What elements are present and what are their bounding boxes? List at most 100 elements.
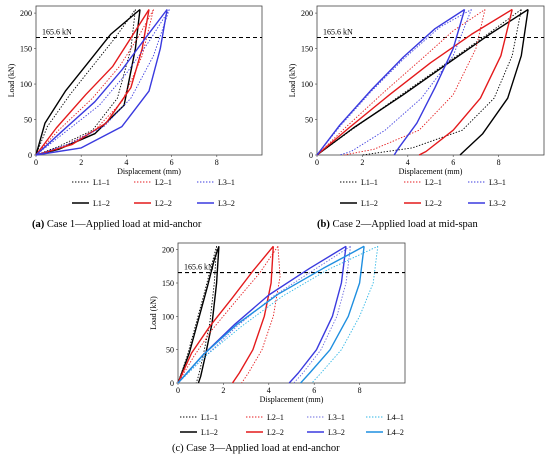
series-unload-curve: [35, 9, 150, 156]
y-tick-label: 50: [305, 116, 313, 125]
series-unload-curve: [241, 246, 281, 384]
series-L1–2: [316, 8, 529, 156]
series-L2–2: [177, 245, 274, 384]
legend-entry: L1–1: [201, 413, 218, 422]
x-tick-label: 6: [312, 386, 316, 395]
legend-entry: L1–2: [201, 428, 218, 437]
series-L1–1: [177, 246, 218, 384]
x-axis-label: Displacement (mm): [399, 167, 463, 176]
series-L2–1: [177, 246, 281, 384]
reference-line-label: 165.6 kN: [42, 28, 72, 37]
series-unload-curve: [35, 9, 168, 156]
reference-line-label: 165.6 kN: [323, 28, 353, 37]
y-tick-label: 150: [162, 279, 174, 288]
y-tick-label: 200: [162, 246, 174, 255]
series-load-curve: [35, 9, 136, 156]
series-unload-curve: [339, 9, 472, 156]
caption: (b) Case 2—Applied load at mid-span: [317, 219, 478, 230]
chart-panel-3: 0 50 100 150 200 0 2 4 6 8 Displacement (mm) Load (…: [149, 242, 406, 454]
series-L4–2: [177, 245, 365, 384]
series-unload-curve: [362, 9, 522, 156]
series-unload-curve: [35, 9, 136, 156]
series-L1–1: [316, 9, 522, 156]
x-tick-label: 4: [267, 386, 271, 395]
series-load-curve: [316, 9, 486, 156]
series-L1–2: [177, 246, 220, 384]
series-unload-curve: [288, 246, 347, 384]
series-unload-curve: [311, 246, 379, 384]
x-tick-label: 0: [315, 158, 319, 167]
plot-frame: [35, 5, 263, 156]
series-load-curve: [35, 8, 141, 156]
series-load-curve: [316, 8, 513, 156]
caption-text: Case 1—Applied load at mid-anchor: [44, 219, 202, 230]
series-load-curve: [35, 9, 154, 156]
series-load-curve: [177, 245, 274, 384]
series-L3–2: [316, 8, 466, 156]
legend-entry: L2–1: [155, 178, 172, 187]
series-load-curve: [177, 246, 220, 384]
legend-entry: L2–2: [267, 428, 284, 437]
legend-entry: L2–2: [155, 199, 172, 208]
y-tick-label: 100: [301, 80, 313, 89]
y-tick-label: 100: [20, 80, 32, 89]
series-unload-curve: [459, 9, 529, 156]
legend-entry: L3–1: [218, 178, 235, 187]
y-axis-label: Load (kN): [7, 63, 16, 97]
caption-text: Case 2—Applied load at mid-span: [330, 219, 479, 230]
caption: (c) Case 3—Applied load at end-anchor: [172, 443, 340, 454]
legend: L1–1 L2–1 L3–1 L1–2 L2–2 L3–2: [72, 178, 235, 208]
legend-entry: L2–1: [425, 178, 442, 187]
series-L2–2: [35, 9, 150, 156]
legend-entry: L3–1: [489, 178, 506, 187]
series-load-curve: [35, 9, 168, 156]
legend-entry: L1–2: [93, 199, 110, 208]
legend-entry: L4–2: [387, 428, 404, 437]
series-unload-curve: [393, 9, 466, 156]
series-L2–1: [316, 9, 486, 156]
series-unload-curve: [197, 246, 220, 384]
series-load-curve: [316, 8, 529, 156]
y-axis-label: Load (kN): [149, 296, 158, 330]
legend-entry: L2–1: [267, 413, 284, 422]
legend-entry: L1–2: [361, 199, 378, 208]
x-tick-label: 0: [34, 158, 38, 167]
series-L3–1: [316, 9, 472, 156]
y-tick-label: 200: [20, 9, 32, 18]
y-tick-label: 0: [309, 151, 313, 160]
series-load-curve: [35, 9, 150, 156]
y-tick-label: 0: [28, 151, 32, 160]
plot-frame: [316, 5, 545, 156]
series-L4–1: [177, 245, 379, 384]
x-tick-label: 4: [124, 158, 128, 167]
x-tick-label: 2: [221, 386, 225, 395]
legend: L1–1 L2–1 L3–1 L4–1 L1–2 L2–2 L3–2 L4–2: [180, 413, 404, 437]
x-tick-label: 6: [451, 158, 455, 167]
legend: L1–1 L2–1 L3–1 L1–2 L2–2 L3–2: [340, 178, 506, 208]
x-tick-label: 0: [176, 386, 180, 395]
series-unload-curve: [418, 9, 513, 156]
legend-entry: L2–2: [425, 199, 442, 208]
x-tick-label: 2: [79, 158, 83, 167]
chart-panel-1: 0 50 100 150 200 0 2 4 6 8 Displacement (mm) Load (…: [7, 5, 263, 230]
legend-entry: L3–1: [328, 413, 345, 422]
x-axis-label: Displacement (mm): [117, 167, 181, 176]
y-tick-label: 50: [24, 116, 32, 125]
legend-entry: L4–1: [387, 413, 404, 422]
series-unload-curve: [231, 246, 274, 384]
series-L3–2: [35, 9, 168, 156]
series-unload-curve: [195, 246, 218, 384]
x-tick-label: 8: [358, 386, 362, 395]
chart-panel-2: 0 50 100 150 200 0 2 4 6 8 Displacement (mm) Load (…: [288, 5, 545, 230]
y-tick-label: 150: [20, 45, 32, 54]
legend-entry: L1–1: [93, 178, 110, 187]
caption-tag: (b): [317, 219, 330, 230]
legend-entry: L3–2: [218, 199, 235, 208]
series-L2–2: [316, 8, 513, 156]
reference-line-label: 165.6 kN: [184, 263, 214, 272]
legend-entry: L3–2: [328, 428, 345, 437]
y-tick-label: 200: [301, 9, 313, 18]
series-load-curve: [316, 9, 472, 156]
series-unload-curve: [293, 246, 351, 384]
